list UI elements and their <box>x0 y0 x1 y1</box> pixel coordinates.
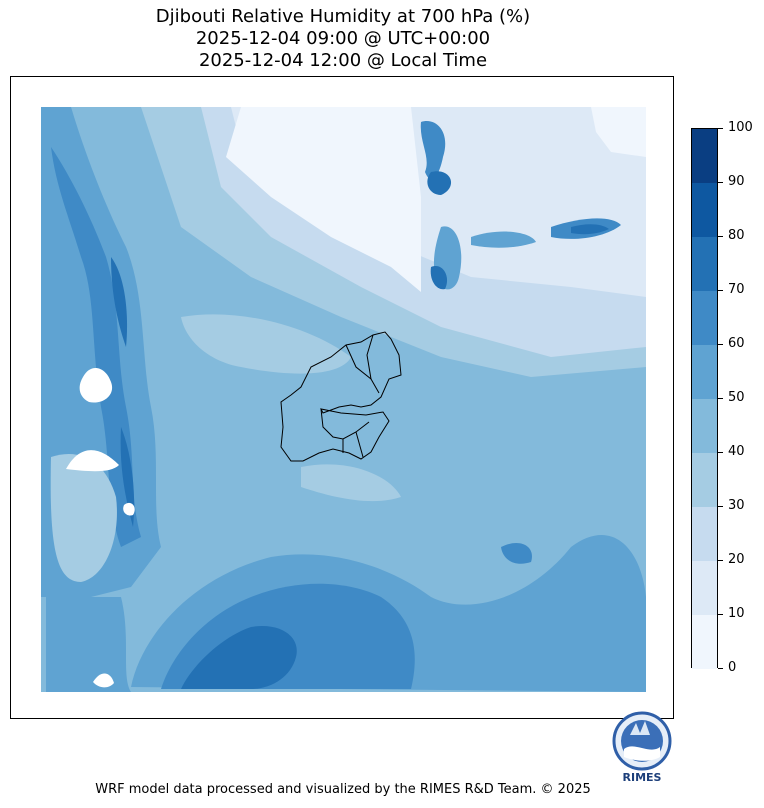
colorbar-tick <box>718 398 723 399</box>
colorbar-tick <box>718 506 723 507</box>
colorbar-tick <box>718 452 723 453</box>
humidity-zone-70-80-west <box>111 257 128 347</box>
colorbar-segment <box>692 291 717 345</box>
humidity-zone-30-40-central <box>181 314 351 374</box>
colorbar-tick-label: 30 <box>728 498 745 513</box>
colorbar-tick-label: 70 <box>728 282 745 297</box>
humidity-zone-50-60-sw <box>46 597 131 692</box>
colorbar-tick-label: 20 <box>728 552 745 567</box>
colorbar <box>691 128 718 669</box>
moist-streak-2 <box>427 171 452 195</box>
moist-streak-1 <box>420 121 446 180</box>
djibouti-boundaries <box>280 331 402 462</box>
humidity-zone-30-40-south <box>301 464 401 502</box>
colorbar-tick-label: 50 <box>728 390 745 405</box>
moist-streak-7 <box>430 266 448 290</box>
humidity-zone-0-10-dry <box>226 107 421 292</box>
missing-data-3 <box>123 502 135 516</box>
colorbar-segment <box>692 561 717 615</box>
colorbar-tick <box>718 236 723 237</box>
colorbar-segment <box>692 453 717 507</box>
missing-data-2 <box>66 450 119 472</box>
chart-title: Djibouti Relative Humidity at 700 hPa (%… <box>0 6 686 72</box>
humidity-zone-70-80-west-2 <box>120 427 135 527</box>
colorbar-tick-label: 100 <box>728 120 753 135</box>
title-line-1: Djibouti Relative Humidity at 700 hPa (%… <box>155 6 531 27</box>
footer-credit: WRF model data processed and visualized … <box>95 782 591 797</box>
colorbar-tick <box>718 182 723 183</box>
colorbar-segment <box>692 129 717 183</box>
colorbar-tick <box>718 668 723 669</box>
humidity-zone-60-70-se <box>501 542 532 564</box>
colorbar-segment <box>692 615 717 669</box>
colorbar-segment <box>692 345 717 399</box>
map-panel: RIMES <box>10 76 674 784</box>
missing-data-4 <box>93 673 114 688</box>
humidity-zone-0-10-ne <box>591 107 646 157</box>
missing-data-1 <box>79 367 113 403</box>
colorbar-segment <box>692 507 717 561</box>
title-line-3: 2025-12-04 12:00 @ Local Time <box>198 50 488 71</box>
colorbar-segment <box>692 183 717 237</box>
djibouti-region-line-5 <box>355 431 364 458</box>
svg-text:RIMES: RIMES <box>623 771 662 784</box>
title-line-2: 2025-12-04 09:00 @ UTC+00:00 <box>195 28 491 49</box>
colorbar-segment <box>692 399 717 453</box>
humidity-zone-30-40-west <box>50 453 117 582</box>
djibouti-region-line-3 <box>320 408 370 440</box>
djibouti-region-line-1 <box>345 344 380 394</box>
humidity-zone-60-70-west <box>51 147 141 547</box>
djibouti-region-line-2 <box>366 334 374 380</box>
humidity-zone-70-80-south <box>181 626 297 689</box>
colorbar-tick <box>718 614 723 615</box>
colorbar-tick-label: 80 <box>728 228 745 243</box>
moist-streak-6 <box>571 224 609 235</box>
colorbar-tick <box>718 290 723 291</box>
colorbar-tick-label: 60 <box>728 336 745 351</box>
colorbar-tick <box>718 560 723 561</box>
colorbar-tick <box>718 344 723 345</box>
moist-streak-4 <box>471 231 536 248</box>
humidity-map <box>41 107 646 692</box>
colorbar-tick-label: 90 <box>728 174 745 189</box>
colorbar-segment <box>692 237 717 291</box>
colorbar-tick-label: 40 <box>728 444 745 459</box>
rimes-logo: RIMES <box>612 709 672 785</box>
colorbar-tick-label: 0 <box>728 660 737 675</box>
colorbar-tick <box>718 128 723 129</box>
colorbar-tick-label: 10 <box>728 606 745 621</box>
